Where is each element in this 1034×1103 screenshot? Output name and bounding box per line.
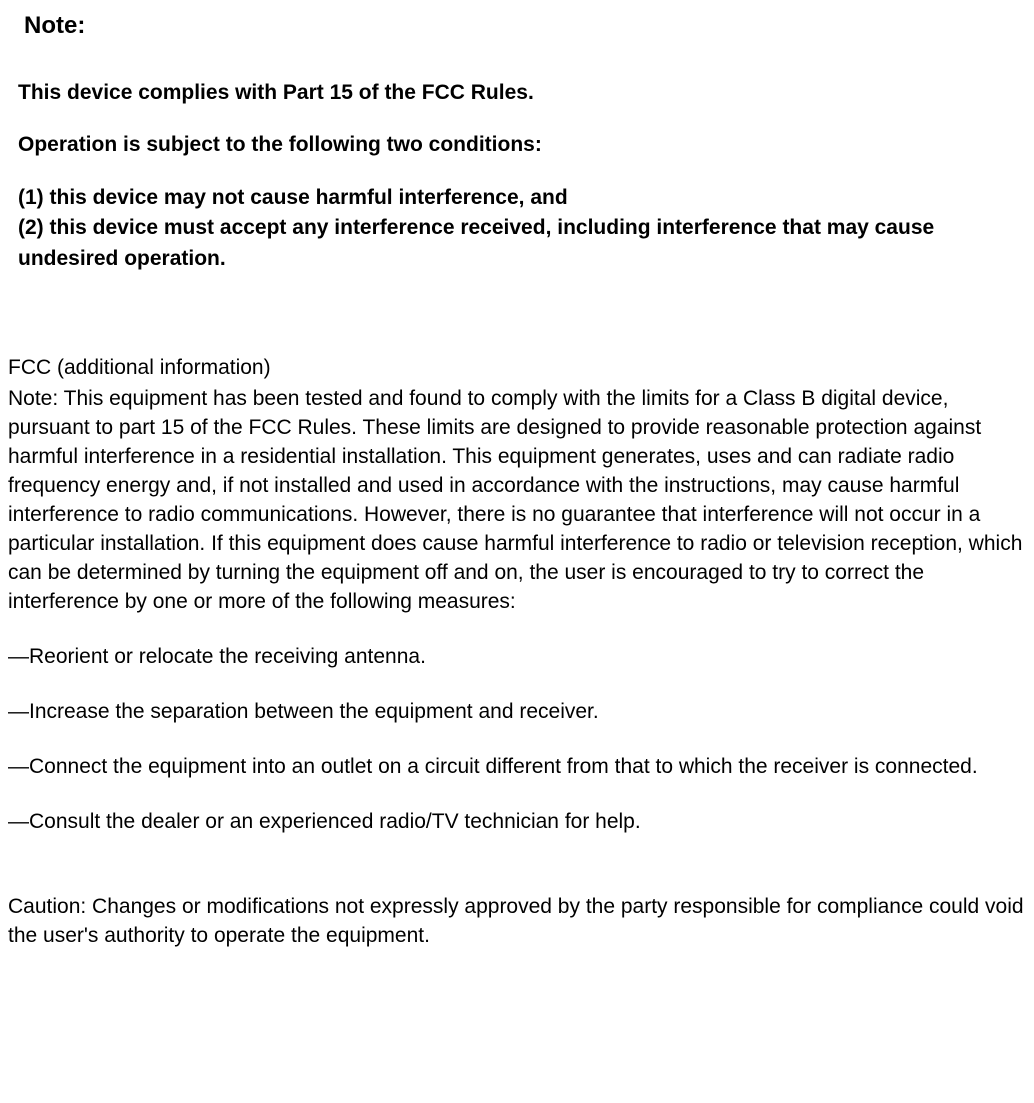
fcc-body-section: FCC (additional information) Note: This … <box>8 354 1026 951</box>
compliance-line2: Operation is subject to the following tw… <box>18 130 1026 160</box>
measure-3: —Connect the equipment into an outlet on… <box>8 753 1026 782</box>
compliance-line1: This device complies with Part 15 of the… <box>18 78 1026 108</box>
condition-1: (1) this device may not cause harmful in… <box>18 186 568 209</box>
note-heading: Note: <box>24 12 1026 40</box>
caution-text: Caution: Changes or modifications not ex… <box>8 893 1026 951</box>
measure-2: —Increase the separation between the equ… <box>8 698 1026 727</box>
measure-1: —Reorient or relocate the receiving ante… <box>8 643 1026 672</box>
condition-2: (2) this device must accept any interfer… <box>18 216 934 269</box>
compliance-conditions: (1) this device may not cause harmful in… <box>18 183 1026 274</box>
fcc-title: FCC (additional information) <box>8 354 1026 383</box>
compliance-bold-section: This device complies with Part 15 of the… <box>18 78 1026 274</box>
fcc-intro-paragraph: Note: This equipment has been tested and… <box>8 385 1026 617</box>
measure-4: —Consult the dealer or an experienced ra… <box>8 808 1026 837</box>
